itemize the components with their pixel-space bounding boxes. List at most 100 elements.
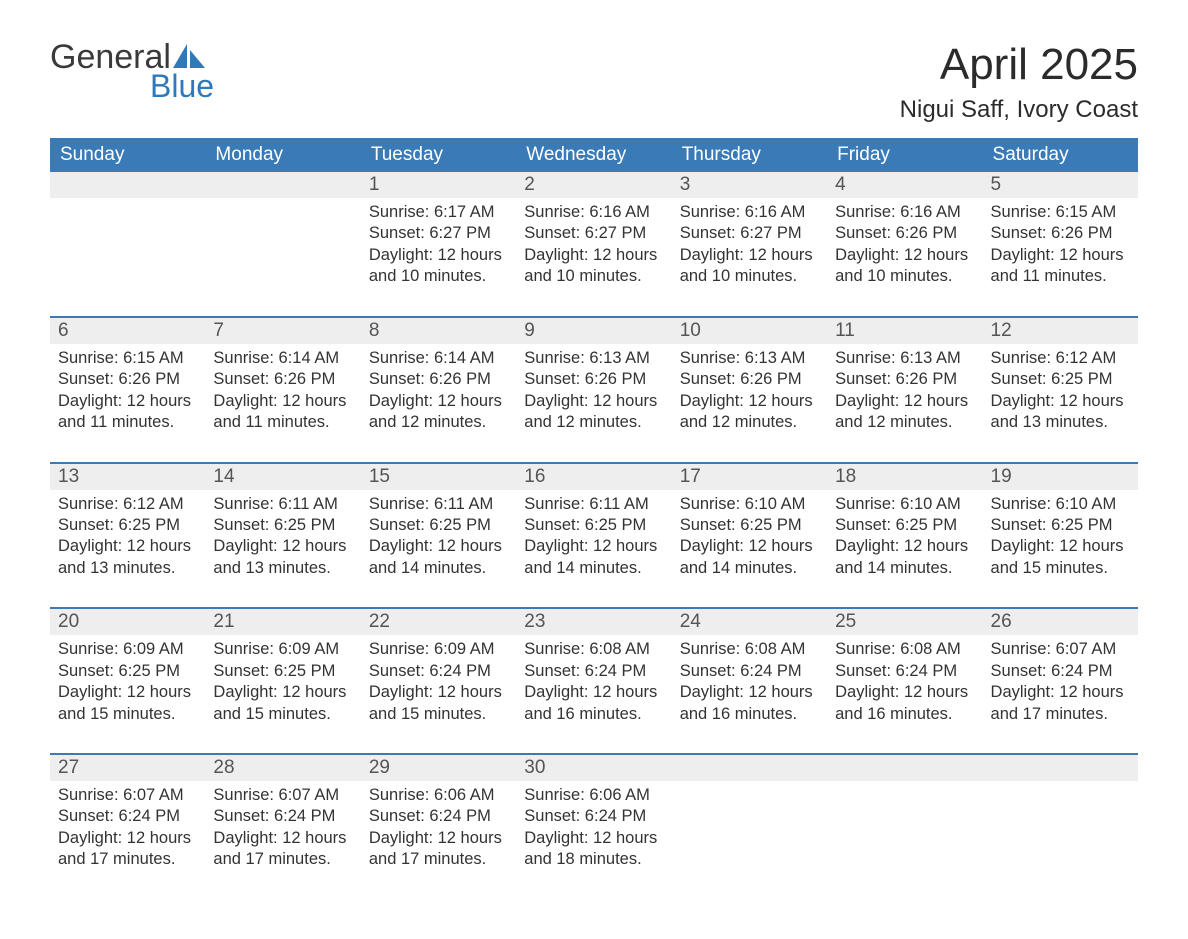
calendar-cell: 12Sunrise: 6:12 AMSunset: 6:25 PMDayligh… [983,317,1138,463]
daylight-line: Daylight: 12 hours and 13 minutes. [58,536,197,579]
location-text: Nigui Saff, Ivory Coast [900,96,1138,124]
daylight-line: Daylight: 12 hours and 17 minutes. [58,828,197,871]
sunset-line: Sunset: 6:25 PM [369,515,508,536]
sunrise-line: Sunrise: 6:11 AM [213,494,352,515]
calendar-cell: 7Sunrise: 6:14 AMSunset: 6:26 PMDaylight… [205,317,360,463]
calendar-cell: 1Sunrise: 6:17 AMSunset: 6:27 PMDaylight… [361,172,516,317]
sunrise-line: Sunrise: 6:14 AM [369,348,508,369]
calendar-cell: 19Sunrise: 6:10 AMSunset: 6:25 PMDayligh… [983,463,1138,609]
calendar-cell: 22Sunrise: 6:09 AMSunset: 6:24 PMDayligh… [361,608,516,754]
day-body: Sunrise: 6:10 AMSunset: 6:25 PMDaylight:… [827,490,982,608]
calendar-cell: 27Sunrise: 6:07 AMSunset: 6:24 PMDayligh… [50,754,205,899]
sunrise-line: Sunrise: 6:08 AM [524,639,663,660]
day-body: Sunrise: 6:13 AMSunset: 6:26 PMDaylight:… [516,344,671,462]
sunrise-line: Sunrise: 6:11 AM [369,494,508,515]
day-body: Sunrise: 6:10 AMSunset: 6:25 PMDaylight:… [672,490,827,608]
day-number: 27 [50,755,205,781]
daylight-line: Daylight: 12 hours and 10 minutes. [680,245,819,288]
calendar-cell: 26Sunrise: 6:07 AMSunset: 6:24 PMDayligh… [983,608,1138,754]
daylight-line: Daylight: 12 hours and 18 minutes. [524,828,663,871]
calendar-cell [983,754,1138,899]
day-number: 12 [983,318,1138,344]
day-number: 24 [672,609,827,635]
sunrise-line: Sunrise: 6:11 AM [524,494,663,515]
sunset-line: Sunset: 6:26 PM [524,369,663,390]
sunrise-line: Sunrise: 6:07 AM [213,785,352,806]
calendar-cell: 28Sunrise: 6:07 AMSunset: 6:24 PMDayligh… [205,754,360,899]
calendar-cell: 16Sunrise: 6:11 AMSunset: 6:25 PMDayligh… [516,463,671,609]
day-body: Sunrise: 6:15 AMSunset: 6:26 PMDaylight:… [983,198,1138,316]
sunrise-line: Sunrise: 6:08 AM [835,639,974,660]
daylight-line: Daylight: 12 hours and 15 minutes. [991,536,1130,579]
day-number: 20 [50,609,205,635]
sunset-line: Sunset: 6:25 PM [213,515,352,536]
day-body: Sunrise: 6:11 AMSunset: 6:25 PMDaylight:… [205,490,360,608]
sunset-line: Sunset: 6:25 PM [680,515,819,536]
daylight-line: Daylight: 12 hours and 12 minutes. [835,391,974,434]
day-number: 3 [672,172,827,198]
day-body [827,781,982,881]
calendar-cell: 6Sunrise: 6:15 AMSunset: 6:26 PMDaylight… [50,317,205,463]
day-body: Sunrise: 6:08 AMSunset: 6:24 PMDaylight:… [516,635,671,753]
daylight-line: Daylight: 12 hours and 15 minutes. [213,682,352,725]
day-number [672,755,827,781]
day-number: 21 [205,609,360,635]
sunrise-line: Sunrise: 6:09 AM [369,639,508,660]
day-number: 6 [50,318,205,344]
day-body: Sunrise: 6:16 AMSunset: 6:27 PMDaylight:… [672,198,827,316]
day-number: 29 [361,755,516,781]
sunset-line: Sunset: 6:26 PM [680,369,819,390]
day-body: Sunrise: 6:11 AMSunset: 6:25 PMDaylight:… [516,490,671,608]
day-body: Sunrise: 6:16 AMSunset: 6:26 PMDaylight:… [827,198,982,316]
calendar-cell: 5Sunrise: 6:15 AMSunset: 6:26 PMDaylight… [983,172,1138,317]
sunset-line: Sunset: 6:25 PM [524,515,663,536]
day-body: Sunrise: 6:13 AMSunset: 6:26 PMDaylight:… [672,344,827,462]
day-header: Sunday [50,138,205,172]
daylight-line: Daylight: 12 hours and 14 minutes. [369,536,508,579]
day-body: Sunrise: 6:10 AMSunset: 6:25 PMDaylight:… [983,490,1138,608]
sunrise-line: Sunrise: 6:16 AM [680,202,819,223]
sunrise-line: Sunrise: 6:17 AM [369,202,508,223]
day-number: 7 [205,318,360,344]
sunrise-line: Sunrise: 6:10 AM [680,494,819,515]
calendar-cell: 18Sunrise: 6:10 AMSunset: 6:25 PMDayligh… [827,463,982,609]
sunset-line: Sunset: 6:26 PM [369,369,508,390]
sunset-line: Sunset: 6:24 PM [524,806,663,827]
daylight-line: Daylight: 12 hours and 17 minutes. [369,828,508,871]
sunset-line: Sunset: 6:24 PM [369,661,508,682]
calendar-cell: 29Sunrise: 6:06 AMSunset: 6:24 PMDayligh… [361,754,516,899]
sunrise-line: Sunrise: 6:13 AM [835,348,974,369]
daylight-line: Daylight: 12 hours and 10 minutes. [369,245,508,288]
calendar-cell: 8Sunrise: 6:14 AMSunset: 6:26 PMDaylight… [361,317,516,463]
sunrise-line: Sunrise: 6:08 AM [680,639,819,660]
sunrise-line: Sunrise: 6:13 AM [524,348,663,369]
day-number: 13 [50,464,205,490]
calendar-cell [205,172,360,317]
sunset-line: Sunset: 6:24 PM [835,661,974,682]
calendar-cell: 25Sunrise: 6:08 AMSunset: 6:24 PMDayligh… [827,608,982,754]
day-header: Monday [205,138,360,172]
calendar-cell: 23Sunrise: 6:08 AMSunset: 6:24 PMDayligh… [516,608,671,754]
daylight-line: Daylight: 12 hours and 14 minutes. [524,536,663,579]
daylight-line: Daylight: 12 hours and 13 minutes. [213,536,352,579]
day-body: Sunrise: 6:06 AMSunset: 6:24 PMDaylight:… [361,781,516,899]
day-number: 25 [827,609,982,635]
day-body: Sunrise: 6:12 AMSunset: 6:25 PMDaylight:… [983,344,1138,462]
day-body: Sunrise: 6:14 AMSunset: 6:26 PMDaylight:… [205,344,360,462]
sunrise-line: Sunrise: 6:06 AM [369,785,508,806]
calendar-week-row: 13Sunrise: 6:12 AMSunset: 6:25 PMDayligh… [50,463,1138,609]
day-number [827,755,982,781]
sunrise-line: Sunrise: 6:09 AM [58,639,197,660]
sunrise-line: Sunrise: 6:10 AM [991,494,1130,515]
day-body: Sunrise: 6:16 AMSunset: 6:27 PMDaylight:… [516,198,671,316]
day-body: Sunrise: 6:17 AMSunset: 6:27 PMDaylight:… [361,198,516,316]
sunrise-line: Sunrise: 6:07 AM [58,785,197,806]
day-body: Sunrise: 6:11 AMSunset: 6:25 PMDaylight:… [361,490,516,608]
day-body: Sunrise: 6:09 AMSunset: 6:24 PMDaylight:… [361,635,516,753]
calendar-cell: 17Sunrise: 6:10 AMSunset: 6:25 PMDayligh… [672,463,827,609]
daylight-line: Daylight: 12 hours and 12 minutes. [369,391,508,434]
day-body: Sunrise: 6:08 AMSunset: 6:24 PMDaylight:… [672,635,827,753]
calendar-week-row: 6Sunrise: 6:15 AMSunset: 6:26 PMDaylight… [50,317,1138,463]
sunset-line: Sunset: 6:24 PM [369,806,508,827]
sunrise-line: Sunrise: 6:09 AM [213,639,352,660]
